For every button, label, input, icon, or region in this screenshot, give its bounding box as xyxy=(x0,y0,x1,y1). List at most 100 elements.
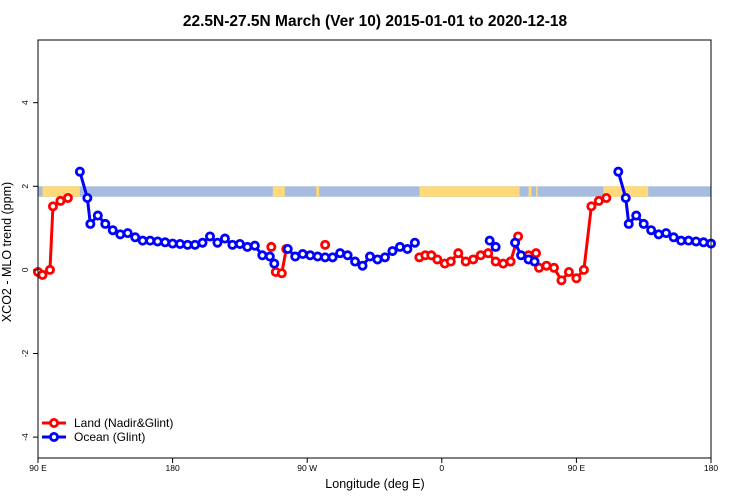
data-point xyxy=(516,250,527,261)
x-tick-label: 90 E xyxy=(29,463,47,473)
data-point xyxy=(691,236,702,247)
data-point xyxy=(47,201,58,212)
data-point xyxy=(219,233,230,244)
x-axis: 90 E 180 90 W 0 90 E 180 xyxy=(29,458,718,473)
data-point xyxy=(350,256,361,267)
data-point xyxy=(327,252,338,263)
data-point xyxy=(85,218,96,229)
y-axis: -4 -2 0 2 4 xyxy=(20,100,38,441)
x-tick-label: 180 xyxy=(166,463,180,473)
data-point xyxy=(379,252,390,263)
land-band-segment xyxy=(42,186,80,197)
legend-label: Land (Nadir&Glint) xyxy=(74,416,173,430)
series-group xyxy=(74,166,717,271)
land-band-segment xyxy=(419,186,520,197)
data-point xyxy=(212,237,223,248)
y-axis-title: XCO2 - MLO trend (ppm) xyxy=(0,182,14,322)
chart-title: 22.5N-27.5N March (Ver 10) 2015-01-01 to… xyxy=(183,13,568,30)
data-point xyxy=(152,236,163,247)
data-point xyxy=(484,235,495,246)
data-point xyxy=(276,268,287,279)
ocean-band xyxy=(38,186,711,197)
data-point xyxy=(409,237,420,248)
data-point xyxy=(683,235,694,246)
data-point xyxy=(115,229,126,240)
data-point xyxy=(402,243,413,254)
data-point xyxy=(297,249,308,260)
data-point xyxy=(445,256,456,267)
data-point xyxy=(266,241,277,252)
data-point xyxy=(623,218,634,229)
legend: Land (Nadir&Glint)Ocean (Glint) xyxy=(42,416,173,444)
data-point xyxy=(529,256,540,267)
data-point xyxy=(698,237,709,248)
x-tick-label: 0 xyxy=(439,463,444,473)
land-band-segment xyxy=(603,186,649,197)
data-point xyxy=(145,235,156,246)
data-point xyxy=(305,250,316,261)
series-layer xyxy=(33,166,717,286)
data-point xyxy=(468,254,479,265)
data-point xyxy=(92,210,103,221)
y-tick-label: -4 xyxy=(20,433,30,441)
data-point xyxy=(37,269,48,280)
data-point xyxy=(264,251,275,262)
data-point xyxy=(160,237,171,248)
data-point xyxy=(130,232,141,243)
data-point xyxy=(578,264,589,275)
land-band-segment xyxy=(528,186,532,197)
data-point xyxy=(74,166,85,177)
x-tick-label: 90 W xyxy=(297,463,317,473)
data-point xyxy=(282,243,293,254)
data-point xyxy=(613,166,624,177)
data-point xyxy=(586,201,597,212)
data-point xyxy=(387,246,398,257)
data-point xyxy=(563,266,574,277)
data-point xyxy=(531,248,542,259)
x-tick-label: 90 E xyxy=(568,463,586,473)
data-point xyxy=(556,275,567,286)
data-point xyxy=(453,248,464,259)
data-point xyxy=(653,229,664,240)
data-point xyxy=(269,258,280,269)
y-tick-label: 2 xyxy=(20,184,30,189)
data-point xyxy=(631,210,642,221)
data-point xyxy=(320,239,331,250)
data-point xyxy=(571,273,582,284)
data-point xyxy=(227,239,238,250)
data-point xyxy=(312,251,323,262)
y-tick-label: -2 xyxy=(20,349,30,357)
data-point xyxy=(601,193,612,204)
data-point xyxy=(249,240,260,251)
data-point xyxy=(82,193,93,204)
data-point xyxy=(483,248,494,259)
data-point xyxy=(432,254,443,265)
data-point xyxy=(490,241,501,252)
data-point xyxy=(620,193,631,204)
x-tick-label: 180 xyxy=(704,463,718,473)
plot-frame xyxy=(37,39,712,459)
data-point xyxy=(62,193,73,204)
data-point xyxy=(204,231,215,242)
x-axis-title: Longitude (deg E) xyxy=(325,477,424,491)
y-tick-label: 4 xyxy=(20,100,30,105)
y-tick-label: 0 xyxy=(20,267,30,272)
land-band-segment xyxy=(316,186,320,197)
data-point xyxy=(638,218,649,229)
data-point xyxy=(107,225,118,236)
data-point xyxy=(242,241,253,252)
data-point xyxy=(175,238,186,249)
series-group xyxy=(33,193,612,286)
data-point xyxy=(342,250,353,261)
data-point xyxy=(122,228,133,239)
data-point xyxy=(44,264,55,275)
data-point xyxy=(100,218,111,229)
legend-marker xyxy=(49,431,60,442)
data-point xyxy=(661,228,672,239)
data-point xyxy=(510,237,521,248)
legend-marker xyxy=(49,417,60,428)
land-band-segment xyxy=(536,186,538,197)
land-ocean-band xyxy=(38,186,711,197)
land-band-segment xyxy=(272,186,285,197)
data-point xyxy=(646,225,657,236)
